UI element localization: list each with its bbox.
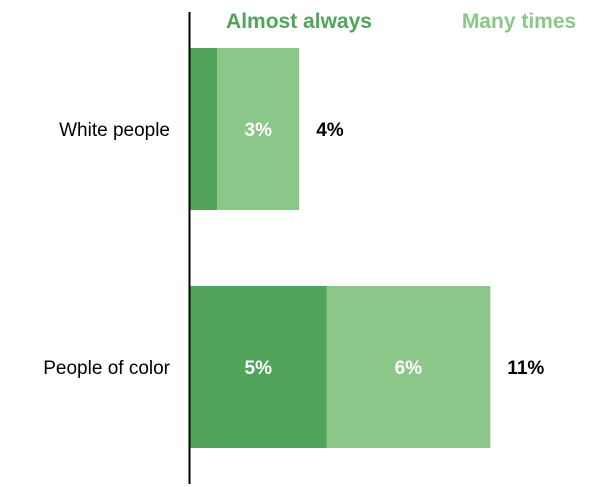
bar-white-people-many-times xyxy=(217,48,300,210)
data-label-people-of-color-almost-always: 5% xyxy=(245,358,273,379)
total-label-white-people: 4% xyxy=(316,120,344,141)
data-label-people-of-color-many-times: 6% xyxy=(395,358,423,379)
bar-people-of-color-many-times xyxy=(326,286,491,448)
bar-white-people-almost-always xyxy=(190,48,218,210)
category-label-people-of-color: People of color xyxy=(43,358,170,379)
legend-many-times: Many times xyxy=(462,10,576,33)
legend: Almost always Many times xyxy=(226,10,576,33)
total-label-people-of-color: 11% xyxy=(507,358,544,379)
category-label-white-people: White people xyxy=(59,120,170,141)
bar-people-of-color-almost-always xyxy=(190,286,327,448)
bars-group: White people 3% 4% People of color 5% 6% 11% xyxy=(43,48,544,448)
legend-almost-always: Almost always xyxy=(226,10,372,33)
data-label-white-people-many-times: 3% xyxy=(245,120,273,141)
